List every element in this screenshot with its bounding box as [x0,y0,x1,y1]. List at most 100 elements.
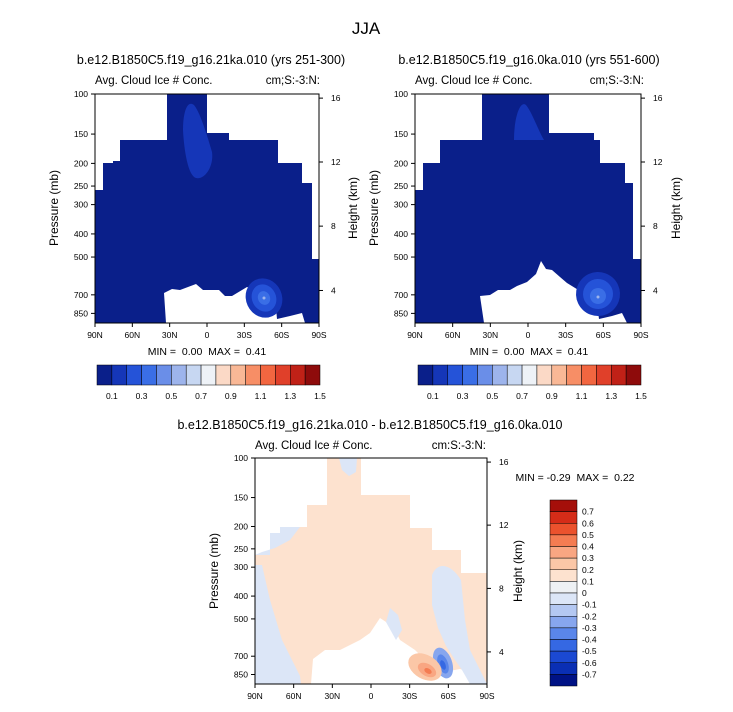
variable-label: Avg. Cloud Ice # Conc. [95,75,212,87]
y-tick-label: 700 [234,651,248,661]
colorbar: 0.1 0.3 0.5 0.7 0.9 1.1 1.3 1.5 [96,364,326,401]
x-tick-label: 90S [479,691,494,701]
y-tick-label: 250 [234,544,248,554]
panel-difference: b.e12.B1850C5.f19_g16.21ka.010 - b.e12.B… [177,418,634,701]
colorbar-label: 0.9 [546,391,558,401]
colorbar-swatch [290,364,306,386]
colorbar-label: -0.7 [582,669,597,679]
y-tick-label: 400 [234,591,248,601]
y2-tick-label: 8 [653,221,658,231]
colorbar-swatch [462,364,478,386]
panel-title: b.e12.B1850C5.f19_g16.21ka.010 (yrs 251-… [77,53,345,67]
colorbar-label: -0.5 [582,646,597,656]
colorbar-swatch [156,364,172,386]
colorbar-swatch [549,627,578,640]
colorbar-swatch [549,557,578,570]
colorbar-label: 0.5 [582,530,594,540]
y-tick-label: 150 [394,129,408,139]
colorbar-swatch [549,662,578,675]
x-tick-label: 0 [205,330,210,340]
x-tick-label: 30N [483,330,499,340]
field-region-main [415,94,641,323]
field-negative-core-inner [440,660,446,670]
colorbar-label: 1.5 [635,391,647,401]
colorbar-label: 0.3 [457,391,469,401]
y2-tick-label: 8 [499,583,504,593]
colorbar-swatch [549,499,578,512]
x-tick-label: 30N [162,330,178,340]
panel-title: b.e12.B1850C5.f19_g16.0ka.010 (yrs 551-6… [398,53,659,67]
y-tick-label: 700 [74,290,88,300]
colorbar-swatch [111,364,127,386]
y-axis-title: Pressure (mb) [47,170,61,246]
colorbar-label: 0.5 [165,391,177,401]
colorbar-swatch [245,364,261,386]
x-tick-label: 0 [526,330,531,340]
y-tick-label: 100 [394,89,408,99]
colorbar-swatch [566,364,582,386]
y-tick-label: 850 [74,308,88,318]
y-axis-title: Pressure (mb) [207,533,221,609]
field-negative-region-west [255,565,301,684]
colorbar-swatch [506,364,523,386]
y-tick-label: 200 [74,158,88,168]
y-axis-left: 100 150 200 250 300 400 500 700 850 [74,89,95,318]
x-tick-label: 30S [237,330,252,340]
x-tick-label: 60S [274,330,289,340]
colorbar-label: 1.1 [255,391,267,401]
colorbar-label: 0.7 [195,391,207,401]
y-tick-label: 300 [74,200,88,210]
x-tick-label: 60S [441,691,456,701]
colorbar-swatch [477,364,493,386]
colorbar-swatch [536,364,553,386]
y2-tick-label: 12 [653,157,663,167]
variable-label: Avg. Cloud Ice # Conc. [415,75,532,87]
colorbar-swatch [625,364,642,386]
units-label: cm;S:-3:N: [590,75,644,87]
y-tick-label: 200 [234,521,248,531]
y2-tick-label: 8 [331,221,336,231]
colorbar-swatch [549,639,578,652]
colorbar-swatch [549,650,578,663]
variable-label: Avg. Cloud Ice # Conc. [255,440,372,452]
min-max-label: MIN = -0.29 MAX = 0.22 [515,472,634,484]
colorbar-label: -0.2 [582,611,597,621]
colorbar-swatch [549,523,578,536]
y2-tick-label: 4 [499,647,504,657]
colorbar-swatch [447,364,463,386]
colorbar-label: 0 [582,588,587,598]
x-axis: 90N 60N 30N 0 30S 60S 90S [407,323,649,340]
field-region-main [255,458,487,684]
y2-tick-label: 16 [499,457,509,467]
y-tick-label: 300 [394,200,408,210]
y-axis-left: 100 150 200 250 300 400 500 700 850 [234,453,255,680]
colorbar-swatch [549,511,578,524]
colorbar-label: 0.5 [486,391,498,401]
y2-tick-label: 4 [331,285,336,295]
colorbar-label: 0.9 [225,391,237,401]
colorbar-swatch [549,546,578,559]
y-tick-label: 500 [74,252,88,262]
field-negative-region-nw [255,527,300,555]
y2-tick-label: 16 [331,93,341,103]
colorbar-label: 0.4 [582,542,594,552]
y2-tick-label: 16 [653,93,663,103]
field-positive-core-inner [424,668,432,674]
y-axis-right: 16 12 8 4 [487,457,509,657]
x-tick-label: 90S [311,330,326,340]
colorbar-swatch [549,616,578,629]
colorbar-label: 0.3 [136,391,148,401]
contour-field [95,94,319,323]
x-tick-label: 60N [286,691,302,701]
colorbar-swatch [275,364,291,386]
colorbar-swatch [200,364,217,386]
units-label: cm:S:-3:N: [432,440,486,452]
panel-0ka: b.e12.B1850C5.f19_g16.0ka.010 (yrs 551-6… [367,53,683,401]
x-tick-label: 0 [369,691,374,701]
panel-title: b.e12.B1850C5.f19_g16.21ka.010 - b.e12.B… [177,418,562,432]
field-blob-max [262,296,266,300]
units-label: cm;S:-3:N: [266,75,320,87]
y-tick-label: 500 [394,252,408,262]
colorbar-label: -0.4 [582,635,597,645]
